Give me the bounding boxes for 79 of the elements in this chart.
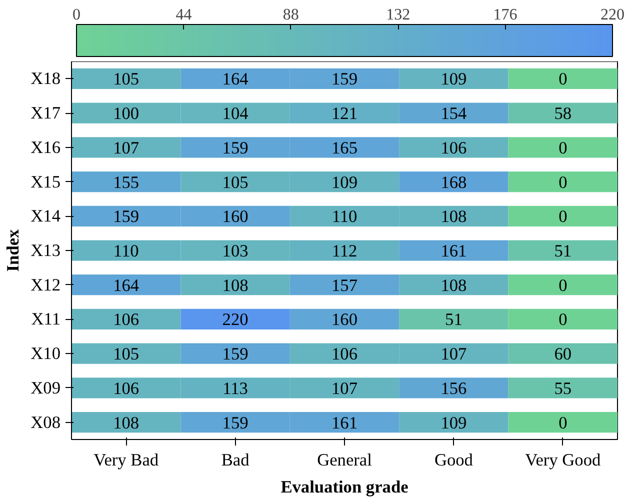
data-label: 0	[558, 207, 568, 226]
data-label: 105	[113, 70, 140, 89]
data-label: 108	[440, 276, 467, 295]
y-tick-label: X09	[30, 378, 60, 398]
x-tick-label: General	[317, 450, 372, 470]
data-label: 55	[554, 378, 572, 398]
x-tick-label: Very Good	[525, 450, 602, 470]
data-label: 164	[222, 70, 249, 89]
data-label: 107	[113, 138, 140, 158]
data-label: 0	[558, 70, 568, 89]
color-bar-label: 0	[72, 6, 80, 24]
y-axis-title: Index	[4, 228, 23, 272]
data-label: 100	[113, 104, 140, 124]
y-tick-label: X12	[30, 275, 60, 294]
data-label: 108	[113, 413, 140, 432]
data-label: 159	[332, 70, 358, 89]
x-tick-label: Bad	[221, 450, 250, 470]
data-label: 165	[332, 138, 358, 158]
data-label: 164	[113, 276, 140, 295]
data-label: 159	[222, 344, 248, 364]
y-tick-label: X08	[30, 412, 60, 432]
data-label: 58	[554, 104, 572, 124]
data-label: 0	[558, 276, 568, 295]
data-label: 159	[113, 207, 140, 226]
data-label: 107	[440, 344, 468, 364]
data-label: 156	[440, 378, 468, 398]
data-label: 157	[332, 276, 358, 295]
y-tick-label: X16	[30, 138, 61, 157]
color-bar-label: 220	[600, 6, 624, 24]
y-tick-label: X15	[30, 172, 60, 192]
data-label: 220	[222, 310, 248, 330]
y-tick-label: X11	[31, 310, 61, 329]
color-bar-label: 88	[282, 6, 299, 24]
data-label: 0	[558, 138, 568, 158]
data-label: 104	[222, 104, 249, 124]
y-tick-label: X13	[30, 241, 60, 260]
data-label: 168	[440, 172, 467, 192]
data-label: 160	[332, 310, 358, 330]
data-label: 108	[440, 207, 467, 226]
data-label: 109	[332, 172, 358, 192]
data-label: 154	[440, 104, 468, 124]
data-label: 160	[222, 207, 248, 226]
data-label: 60	[554, 344, 572, 364]
data-label: 109	[440, 70, 467, 89]
data-label: 0	[558, 172, 568, 192]
data-label: 51	[554, 242, 572, 260]
data-label: 106	[332, 344, 358, 364]
data-label: 105	[113, 344, 140, 364]
y-tick-label: X18	[30, 69, 60, 88]
data-label: 110	[113, 242, 139, 260]
data-label: 109	[440, 413, 467, 432]
data-label: 161	[440, 242, 467, 260]
y-tick-label: X10	[30, 344, 60, 364]
color-bar-label: 132	[386, 6, 410, 24]
x-tick-label: Very Bad	[94, 450, 159, 470]
color-bar-label: 176	[493, 6, 518, 24]
data-label: 106	[113, 310, 140, 330]
data-label: 155	[113, 172, 140, 192]
data-label: 106	[113, 378, 140, 398]
color-bar-label: 44	[176, 6, 192, 24]
data-label: 113	[222, 378, 248, 398]
data-label: 161	[332, 413, 358, 432]
data-label: 105	[222, 172, 248, 192]
data-label: 108	[222, 276, 248, 295]
y-tick-label: X14	[30, 206, 61, 226]
data-label: 159	[222, 138, 248, 158]
data-label: 112	[332, 242, 358, 260]
data-label: 110	[332, 207, 358, 226]
y-tick-label: X17	[30, 104, 61, 123]
data-label: 106	[440, 138, 468, 158]
data-label: 103	[222, 242, 248, 260]
data-label: 0	[558, 413, 568, 432]
data-label: 121	[332, 104, 358, 124]
data-label: 0	[558, 310, 568, 330]
data-label: 51	[445, 310, 462, 330]
x-tick-label: Good	[434, 450, 474, 470]
data-label: 159	[222, 413, 248, 432]
x-axis-title: Evaluation grade	[280, 478, 409, 496]
data-label: 107	[332, 378, 358, 398]
